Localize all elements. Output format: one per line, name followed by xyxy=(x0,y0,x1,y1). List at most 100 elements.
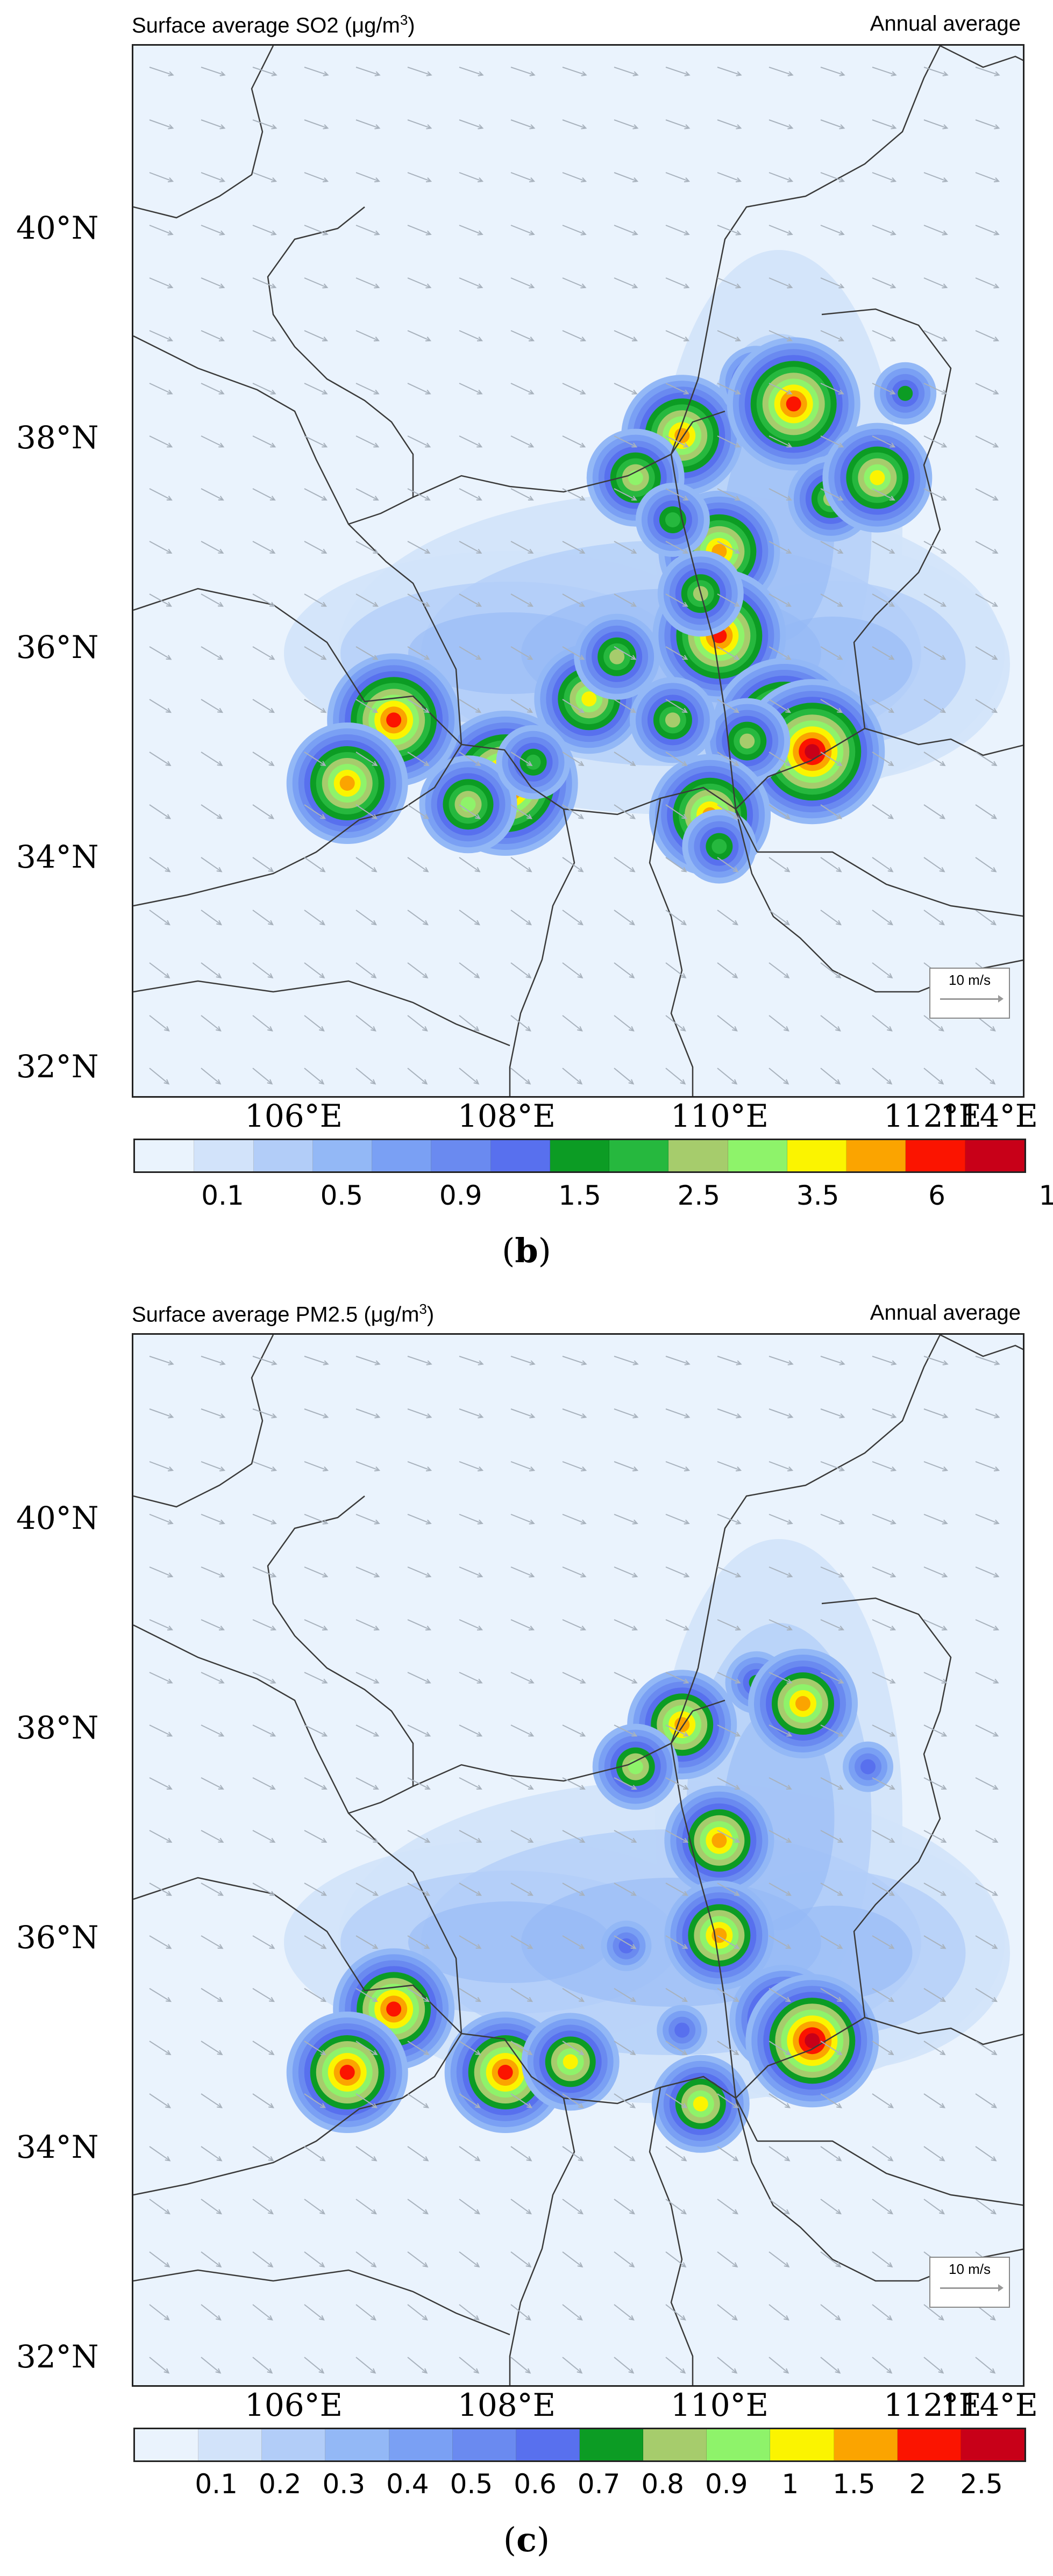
wind-arrow-head xyxy=(423,814,430,819)
wind-arrow xyxy=(872,1672,895,1684)
wind-arrow-head xyxy=(217,1997,224,2002)
wind-arrow xyxy=(562,646,585,660)
wind-arrow-head xyxy=(941,548,947,554)
wind-arrow xyxy=(665,67,689,76)
wind-arrow xyxy=(355,330,379,341)
wind-arrow xyxy=(459,752,481,766)
wind-arrow xyxy=(562,1935,585,1949)
wind-arrow-head xyxy=(423,2103,430,2108)
wind-arrow-head xyxy=(216,867,223,872)
wind-arrow xyxy=(975,67,999,76)
wind-arrow-head xyxy=(422,2315,428,2321)
wind-arrow xyxy=(201,752,223,766)
wind-arrow-head xyxy=(838,1572,845,1578)
wind-arrow xyxy=(304,593,326,607)
wind-arrow-head xyxy=(682,1785,689,1790)
wind-arrow xyxy=(304,67,328,76)
wind-arrow xyxy=(355,67,380,76)
wind-arrow-head xyxy=(838,230,845,235)
wind-arrow-head xyxy=(890,177,897,183)
wind-arrow xyxy=(872,1068,892,1084)
wind-arrow xyxy=(769,2199,789,2214)
wind-arrow-head xyxy=(167,1731,173,1737)
wind-arrow xyxy=(717,225,741,235)
wind-arrow xyxy=(459,541,481,554)
wind-arrow-head xyxy=(836,761,843,767)
wind-arrow-head xyxy=(319,973,325,979)
wind-arrow-head xyxy=(374,1466,381,1472)
wind-arrow xyxy=(665,1988,687,2002)
wind-scale-label: 10 m/s xyxy=(948,972,991,988)
wind-arrow-head xyxy=(270,389,276,395)
wind-arrow xyxy=(562,383,586,395)
wind-arrow xyxy=(201,488,224,500)
wind-arrow-head xyxy=(218,1731,225,1737)
wind-arrow xyxy=(614,172,638,182)
wind-arrow xyxy=(614,1619,637,1630)
wind-arrow-head xyxy=(631,442,638,448)
wind-arrow-head xyxy=(684,1466,691,1472)
wind-arrow-head xyxy=(836,867,842,872)
wind-arrow-head xyxy=(478,71,484,76)
wind-arrow-head xyxy=(784,2262,790,2268)
wind-arrow-head xyxy=(529,1572,535,1578)
wind-arrow-head xyxy=(476,602,482,607)
colorbar-tick-label: 0.5 xyxy=(320,1180,364,1211)
wind-arrow xyxy=(872,2357,892,2373)
wind-arrow xyxy=(769,1883,791,1896)
wind-arrow xyxy=(614,2251,635,2267)
wind-arrow-head xyxy=(166,655,172,660)
wind-arrow xyxy=(201,962,222,978)
wind-arrow-head xyxy=(528,389,535,395)
colorbar-tick-label: 6 xyxy=(928,1180,945,1211)
wind-arrow-head xyxy=(425,442,431,448)
wind-arrow-head xyxy=(528,548,534,554)
wind-arrow xyxy=(149,435,172,448)
wind-arrow-head xyxy=(993,1519,1000,1525)
wind-arrow xyxy=(820,804,842,819)
wind-arrow-head xyxy=(836,920,842,926)
wind-arrow xyxy=(407,2093,429,2108)
wind-arrow xyxy=(201,1725,224,1737)
wind-arrow xyxy=(459,1777,482,1790)
wind-arrow xyxy=(769,962,789,978)
wind-arrow-head xyxy=(219,1413,226,1419)
wind-arrow xyxy=(510,1725,533,1737)
colorbar-swatch xyxy=(312,1140,373,1171)
wind-arrow-head xyxy=(993,283,1000,289)
wind-arrow-head xyxy=(322,1519,329,1525)
wind-arrow-head xyxy=(787,283,793,289)
wind-arrow xyxy=(872,541,894,554)
wind-arrow-head xyxy=(991,2103,998,2108)
wind-arrow-head xyxy=(371,973,377,979)
wind-arrow xyxy=(149,225,173,235)
wind-arrow-head xyxy=(218,1626,225,1631)
wind-arrow xyxy=(923,1461,948,1471)
wind-arrow-head xyxy=(580,1678,586,1684)
wind-arrow xyxy=(665,2304,686,2321)
wind-arrow xyxy=(407,2304,428,2321)
wind-arrow-head xyxy=(476,337,483,342)
wind-arrow-head xyxy=(373,442,380,448)
panel-pm25: Surface average PM2.5 (μg/m3) Annual ave… xyxy=(0,1290,1053,2576)
wind-arrow-head xyxy=(735,1731,741,1737)
wind-arrow-head xyxy=(992,655,998,660)
map-frame: 10 m/s xyxy=(132,1333,1024,2387)
wind-arrow xyxy=(149,962,170,978)
wind-arrow-head xyxy=(373,1891,379,1896)
wind-arrow xyxy=(717,1461,741,1471)
wind-arrow-head xyxy=(321,707,327,713)
wind-arrow xyxy=(717,2093,738,2108)
colorbar-swatch xyxy=(516,2429,580,2460)
wind-arrow-head xyxy=(887,2156,894,2162)
wind-arrow xyxy=(459,910,480,925)
wind-arrow xyxy=(975,1356,999,1365)
wind-arrow-head xyxy=(938,2315,944,2321)
wind-arrow xyxy=(459,1830,481,1843)
wind-arrow xyxy=(769,2251,789,2267)
province-boundary xyxy=(757,2140,1023,2206)
wind-arrow-head xyxy=(578,2050,585,2056)
wind-arrow-head xyxy=(474,973,480,979)
colorbar xyxy=(133,1139,1026,1173)
wind-arrow-head xyxy=(786,442,793,448)
